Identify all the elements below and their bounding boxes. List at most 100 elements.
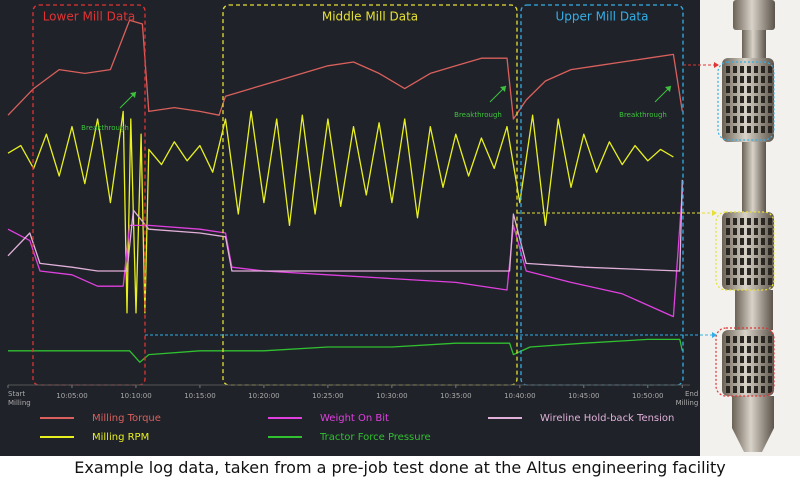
slot <box>761 228 765 235</box>
slot <box>768 258 772 265</box>
slot <box>761 258 765 265</box>
slot <box>768 356 772 363</box>
slot <box>768 278 772 285</box>
slot <box>726 376 730 383</box>
slot <box>733 126 737 133</box>
annotation-arrow-head <box>665 86 671 92</box>
slot <box>740 126 744 133</box>
slot <box>768 116 772 123</box>
annotation-arrow-head <box>500 86 506 92</box>
slot <box>754 66 758 73</box>
slot <box>733 366 737 373</box>
x-tick-label: 10:30:00 <box>376 392 407 400</box>
slot <box>754 86 758 93</box>
slot <box>768 366 772 373</box>
slot <box>761 86 765 93</box>
slot <box>740 218 744 225</box>
legend-label: Milling RPM <box>92 432 149 443</box>
plot-background <box>0 0 700 456</box>
slot <box>740 356 744 363</box>
slot <box>726 366 730 373</box>
slot <box>768 126 772 133</box>
x-tick-label: 10:45:00 <box>568 392 599 400</box>
slot <box>761 116 765 123</box>
x-tick-label: 10:40:00 <box>504 392 535 400</box>
legend-label: Milling Torque <box>92 413 161 424</box>
slot <box>747 86 751 93</box>
slot <box>754 218 758 225</box>
slot <box>761 346 765 353</box>
slot <box>740 336 744 343</box>
slot <box>761 218 765 225</box>
slot <box>761 66 765 73</box>
slot <box>747 228 751 235</box>
slot <box>726 106 730 113</box>
series-line <box>8 338 683 363</box>
annotation-arrow-head <box>130 92 136 98</box>
photo-highlight <box>715 327 775 397</box>
slot <box>768 346 772 353</box>
slot <box>733 86 737 93</box>
slot <box>761 238 765 245</box>
legend-label: Tractor Force Pressure <box>319 432 431 443</box>
slot <box>733 248 737 255</box>
region-label: Upper Mill Data <box>556 10 649 24</box>
slot <box>747 386 751 393</box>
slot <box>747 248 751 255</box>
slot <box>740 76 744 83</box>
slot <box>733 66 737 73</box>
slot <box>754 336 758 343</box>
slot <box>761 106 765 113</box>
slot <box>733 278 737 285</box>
series-line <box>7 110 674 314</box>
slot <box>754 268 758 275</box>
slot <box>740 346 744 353</box>
slot <box>726 248 730 255</box>
region-box <box>222 4 518 386</box>
slot <box>761 356 765 363</box>
slot <box>726 126 730 133</box>
slot <box>733 218 737 225</box>
slot <box>747 366 751 373</box>
slot <box>768 228 772 235</box>
slot <box>754 96 758 103</box>
slot <box>768 248 772 255</box>
slot <box>754 126 758 133</box>
series-line <box>7 191 683 318</box>
slot <box>740 66 744 73</box>
connector-head <box>714 62 719 68</box>
slot <box>754 376 758 383</box>
slot <box>747 66 751 73</box>
connector-head <box>712 332 717 338</box>
region-label: Middle Mill Data <box>322 10 418 24</box>
slot <box>747 336 751 343</box>
slot <box>726 116 730 123</box>
slot <box>740 268 744 275</box>
series-line <box>7 19 683 120</box>
slot <box>733 376 737 383</box>
slot <box>768 76 772 83</box>
slot <box>754 76 758 83</box>
slot <box>747 356 751 363</box>
slot <box>726 268 730 275</box>
slot <box>740 278 744 285</box>
slot <box>733 268 737 275</box>
slot <box>740 116 744 123</box>
slot <box>733 106 737 113</box>
slot <box>747 376 751 383</box>
slot <box>726 356 730 363</box>
series-line <box>7 179 683 272</box>
slot <box>754 278 758 285</box>
slot <box>726 346 730 353</box>
x-tick-label: 10:15:00 <box>184 392 215 400</box>
photo-highlight <box>715 211 775 291</box>
slot <box>740 366 744 373</box>
slot <box>740 106 744 113</box>
slot <box>754 248 758 255</box>
slot <box>768 66 772 73</box>
slot <box>726 228 730 235</box>
x-tick-label: 10:25:00 <box>312 392 343 400</box>
slot <box>747 218 751 225</box>
slot <box>726 218 730 225</box>
